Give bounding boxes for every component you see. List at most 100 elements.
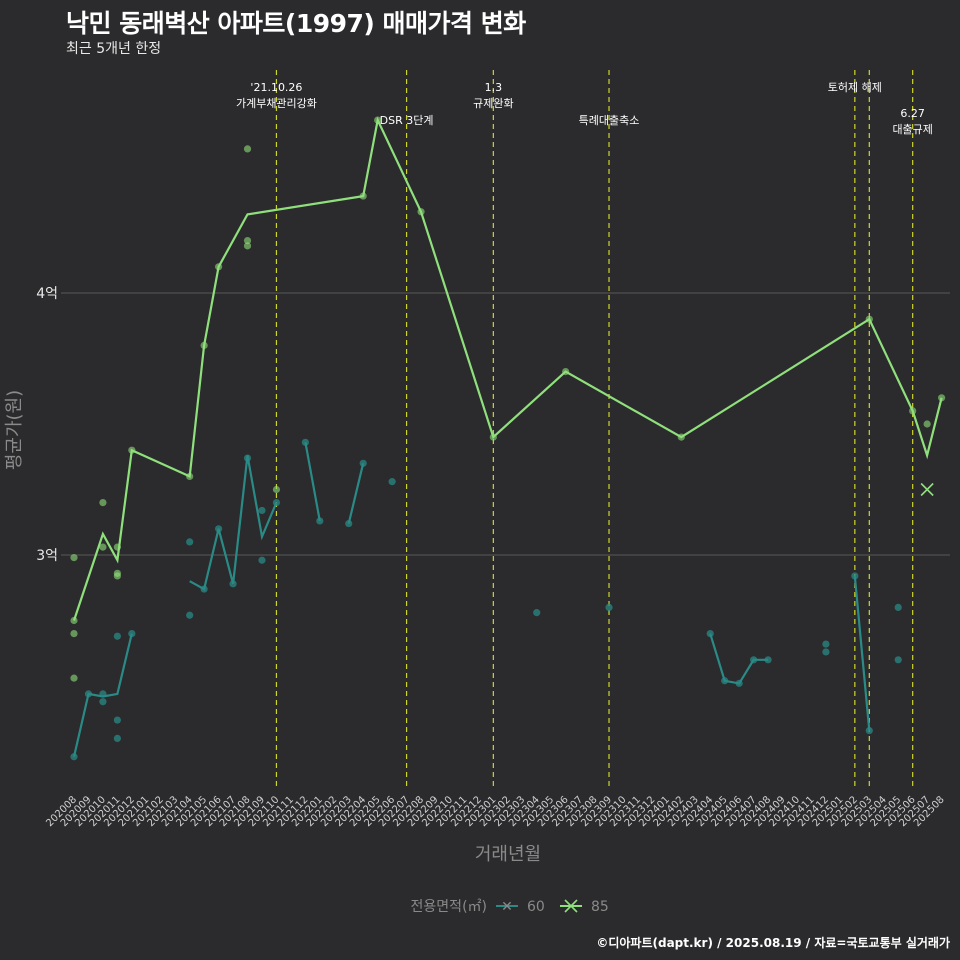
series-60-point-20 xyxy=(359,459,367,467)
event-label-202301-0: 1.3 xyxy=(485,81,503,94)
series-60-point-4 xyxy=(113,632,121,640)
y-tick-label-0: 3억 xyxy=(36,548,58,564)
series-85-point-0 xyxy=(70,554,78,562)
series-85-cross-marker xyxy=(920,482,934,497)
series-85-point-19 xyxy=(417,208,425,216)
y-tick-labels: 3억 4억 xyxy=(36,286,58,564)
series-60-point-23 xyxy=(605,603,613,612)
series-85-point-26 xyxy=(938,394,946,402)
legend-title: 전용면적(㎡) xyxy=(411,899,487,915)
series-60-point-31 xyxy=(851,572,859,580)
series-60-line-3 xyxy=(347,463,365,524)
series-85-point-10 xyxy=(186,472,194,480)
series-60-point-13 xyxy=(243,454,252,462)
series-60-point-26 xyxy=(735,679,743,687)
series-85-point-12 xyxy=(215,263,223,271)
series-60-point-12 xyxy=(229,580,237,588)
series-60-point-16 xyxy=(272,499,281,507)
series-85-point-22 xyxy=(677,433,685,441)
series-60-point-22 xyxy=(533,609,541,617)
series-60-point-11 xyxy=(215,525,223,533)
series-85-point-18 xyxy=(374,116,382,124)
series-60-line-1 xyxy=(189,455,278,591)
series-60-point-25 xyxy=(721,677,729,685)
series-85-point-14 xyxy=(243,237,252,245)
series-60-line-4 xyxy=(709,633,769,685)
series-85-point-1 xyxy=(70,630,78,638)
series-85-point-15 xyxy=(243,242,252,250)
series-60-point-32 xyxy=(865,726,873,735)
grid-layer xyxy=(61,292,950,556)
series-85-point-23 xyxy=(865,315,873,323)
series-60-point-5 xyxy=(113,716,121,724)
legend: 전용면적(㎡) ✕ 60 85 xyxy=(411,899,609,915)
chart-title: 낙민 동래벽산 아파트(1997) 매매가격 변화 xyxy=(66,9,526,38)
event-label-202502-0: 토허제 해제 xyxy=(828,80,882,94)
event-label-202506-0: 6.27 xyxy=(900,107,925,120)
x-tick-labels: 2020082020092020102020112020122021012021… xyxy=(44,794,946,829)
series-85-point-13 xyxy=(243,145,252,153)
event-label-202309-0: 특례대출축소 xyxy=(579,114,640,127)
series-60-point-10 xyxy=(200,585,208,593)
legend-cross-icon-85 xyxy=(564,899,578,913)
y-axis-title: 평균가(원) xyxy=(4,390,25,470)
series-60-line-5 xyxy=(853,575,871,731)
series-60-point-14 xyxy=(258,506,266,515)
x-axis-title: 거래년월 xyxy=(475,844,541,865)
series-lines-layer xyxy=(72,116,943,757)
event-label-202110-0: '21.10.26 xyxy=(250,81,302,94)
series-60-line-2 xyxy=(304,442,321,522)
series-85-point-24 xyxy=(909,407,917,415)
series-60-point-0 xyxy=(70,753,78,761)
series-60-point-18 xyxy=(316,517,324,525)
series-85-point-3 xyxy=(70,616,78,625)
series-85-point-11 xyxy=(200,341,208,349)
series-60-point-2 xyxy=(99,698,107,706)
series-85-point-4 xyxy=(99,499,107,507)
series-60-point-8 xyxy=(186,611,194,619)
source-caption: ©디아파트(dapt.kr) / 2025.08.19 / 자료=국토교통부 실… xyxy=(596,936,950,950)
series-60-point-19 xyxy=(345,519,353,528)
y-tick-label-1: 4억 xyxy=(36,286,58,302)
series-85-point-8 xyxy=(113,572,121,580)
series-60-point-27 xyxy=(750,656,758,664)
series-60-point-1 xyxy=(84,690,93,698)
legend-label-85: 85 xyxy=(591,899,609,915)
series-60-point-33 xyxy=(894,603,902,612)
series-60-point-21 xyxy=(388,478,396,486)
legend-item-60: ✕ 60 xyxy=(496,899,545,915)
series-60-point-9 xyxy=(186,538,194,546)
legend-label-60: 60 xyxy=(527,899,545,915)
series-85-point-6 xyxy=(113,543,121,551)
series-60-point-34 xyxy=(894,656,902,664)
series-60-point-29 xyxy=(822,640,830,648)
series-85-line xyxy=(72,116,943,621)
series-85-point-5 xyxy=(99,543,107,551)
series-60-point-7 xyxy=(128,630,136,638)
series-85-point-16 xyxy=(272,485,281,494)
event-label-202110-1: 가계부채관리강화 xyxy=(236,97,317,110)
series-points-layer xyxy=(70,116,946,761)
series-60-point-17 xyxy=(301,438,309,446)
series-85-point-17 xyxy=(359,192,367,200)
series-60-point-30 xyxy=(822,648,830,656)
series-60-point-28 xyxy=(764,656,772,664)
event-label-202301-1: 규제완화 xyxy=(473,97,513,110)
legend-item-85: 85 xyxy=(560,899,609,915)
series-60-point-6 xyxy=(113,734,121,743)
event-label-202506-1: 대출규제 xyxy=(892,123,932,136)
series-85-point-2 xyxy=(70,674,78,682)
series-60-point-3 xyxy=(99,690,107,698)
series-85-point-25 xyxy=(923,420,931,428)
series-60-point-15 xyxy=(258,556,266,564)
series-85-point-20 xyxy=(489,433,497,441)
event-label-202207-0: DSR 3단계 xyxy=(380,114,434,127)
series-85-point-9 xyxy=(128,446,136,454)
chart-subtitle: 최근 5개년 한정 xyxy=(66,41,162,57)
legend-cross-icon-60: ✕ xyxy=(501,899,513,915)
series-85-point-21 xyxy=(562,368,570,376)
series-60-point-24 xyxy=(706,630,714,638)
